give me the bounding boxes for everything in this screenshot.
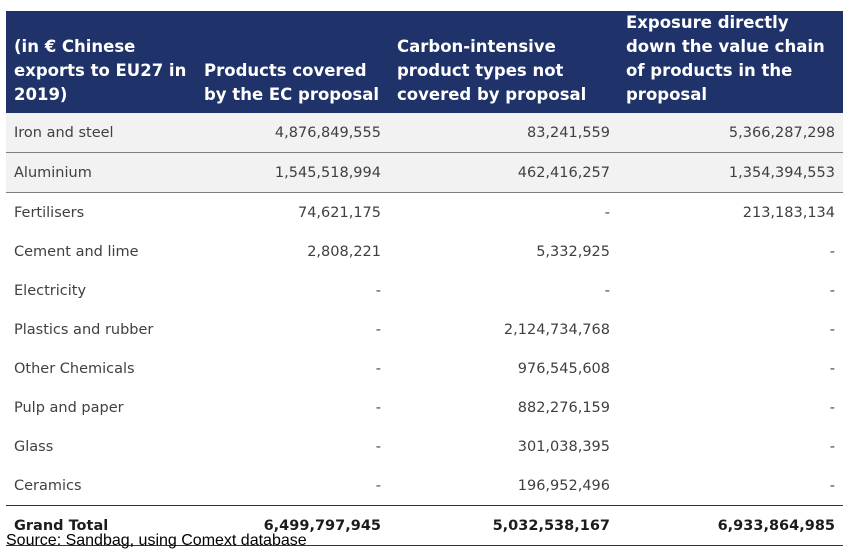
header-not-covered: Carbon-intensive product types not cover… <box>389 11 618 113</box>
table-row: Pulp and paper - 882,276,159 - <box>6 388 843 427</box>
header-covered: Products covered by the EC proposal <box>196 11 389 113</box>
table-header: (in € Chinese exports to EU27 in 2019) P… <box>6 11 843 113</box>
cell-not-covered: 976,545,608 <box>517 360 610 377</box>
cell-exposure: - <box>829 243 835 260</box>
source-note: Source: Sandbag, using Comext database <box>6 532 307 549</box>
row-label: Plastics and rubber <box>14 321 154 338</box>
cell-covered: 4,876,849,555 <box>196 112 389 153</box>
total-exposure: 6,933,864,985 <box>618 505 843 546</box>
table-row: Glass - 301,038,395 - <box>6 427 843 466</box>
table-row: Plastics and rubber - 2,124,734,768 - <box>6 310 843 349</box>
cell-covered: - <box>375 321 381 338</box>
cell-covered: 1,545,518,994 <box>196 152 389 193</box>
cell-exposure: 213,183,134 <box>618 192 843 232</box>
cell-not-covered: - <box>604 282 610 299</box>
cell-exposure: - <box>829 360 835 377</box>
cell-exposure: - <box>829 477 835 494</box>
cell-not-covered: 2,124,734,768 <box>503 321 610 338</box>
row-label: Aluminium <box>6 152 196 193</box>
table-row: Ceramics - 196,952,496 - <box>6 466 843 506</box>
exports-table: (in € Chinese exports to EU27 in 2019) P… <box>6 11 843 546</box>
total-covered: 6,499,797,945 <box>196 505 389 546</box>
row-label: Ceramics <box>14 477 82 494</box>
row-label: Fertilisers <box>6 192 196 232</box>
cell-covered: - <box>375 399 381 416</box>
table-row: Iron and steel 4,876,849,555 83,241,559 … <box>6 112 843 153</box>
cell-covered: - <box>375 477 381 494</box>
table-row: Aluminium 1,545,518,994 462,416,257 1,35… <box>6 152 843 193</box>
row-label: Glass <box>14 438 54 455</box>
cell-exposure: - <box>829 399 835 416</box>
cell-not-covered: 196,952,496 <box>517 477 610 494</box>
cell-exposure: - <box>829 438 835 455</box>
cell-not-covered: 462,416,257 <box>389 152 618 193</box>
cell-not-covered: 5,332,925 <box>536 243 610 260</box>
table-body: Iron and steel 4,876,849,555 83,241,559 … <box>6 112 843 546</box>
grand-total-label: Grand Total <box>6 505 196 546</box>
cell-covered: 2,808,221 <box>307 243 381 260</box>
total-not-covered: 5,032,538,167 <box>389 505 618 546</box>
cell-not-covered: - <box>389 192 618 232</box>
header-units: (in € Chinese exports to EU27 in 2019) <box>6 11 196 113</box>
row-label: Cement and lime <box>14 243 139 260</box>
row-label: Electricity <box>14 282 87 299</box>
table-row: Other Chemicals - 976,545,608 - <box>6 349 843 388</box>
table-row: Fertilisers 74,621,175 - 213,183,134 <box>6 192 843 232</box>
header-row: (in € Chinese exports to EU27 in 2019) P… <box>6 11 843 113</box>
table-row: Electricity - - - <box>6 271 843 310</box>
cell-not-covered: 83,241,559 <box>389 112 618 153</box>
header-exposure: Exposure directly down the value chain o… <box>618 11 843 113</box>
cell-covered: - <box>375 282 381 299</box>
row-label: Iron and steel <box>6 112 196 153</box>
table-row: Cement and lime 2,808,221 5,332,925 - <box>6 232 843 271</box>
cell-covered: - <box>375 360 381 377</box>
cell-covered: 74,621,175 <box>196 192 389 232</box>
cell-exposure: - <box>829 282 835 299</box>
exports-table-container: (in € Chinese exports to EU27 in 2019) P… <box>6 11 843 546</box>
cell-not-covered: 882,276,159 <box>517 399 610 416</box>
cell-exposure: 5,366,287,298 <box>618 112 843 153</box>
cell-covered: - <box>375 438 381 455</box>
cell-exposure: 1,354,394,553 <box>618 152 843 193</box>
grand-total-row: Grand Total 6,499,797,945 5,032,538,167 … <box>6 505 843 546</box>
row-label: Pulp and paper <box>14 399 124 416</box>
cell-not-covered: 301,038,395 <box>517 438 610 455</box>
cell-exposure: - <box>829 321 835 338</box>
row-label: Other Chemicals <box>14 360 135 377</box>
